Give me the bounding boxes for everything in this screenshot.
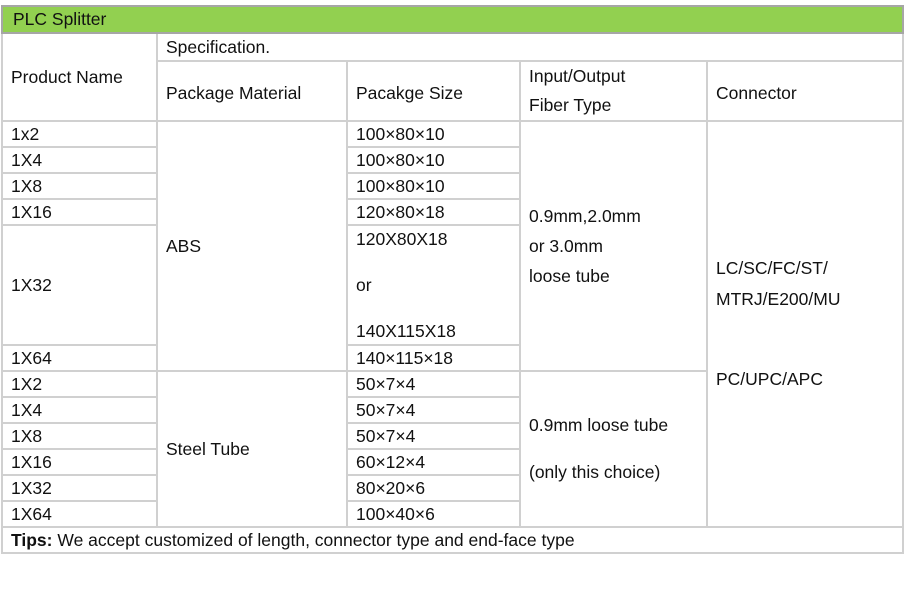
product-name: 1x2	[1, 120, 158, 148]
size-or: or	[356, 275, 372, 295]
header-connector: Connector	[705, 60, 904, 122]
package-size: 50×7×4	[346, 370, 521, 398]
connector-cell: LC/SC/FC/ST/ MTRJ/E200/MU PC/UPC/APC	[705, 120, 904, 528]
connector-line: MTRJ/E200/MU	[716, 289, 841, 309]
table-row: 1x2 ABS 100×80×10 0.9mm,2.0mm or 3.0mm l…	[1, 120, 904, 528]
package-size: 50×7×4	[346, 396, 521, 424]
package-size: 100×80×10	[346, 120, 521, 148]
fiber-line: or 3.0mm	[529, 236, 603, 256]
size-option: 120X80X18	[356, 229, 448, 249]
package-size: 100×80×10	[346, 146, 521, 174]
table-row: 1X2 Steel Tube 50×7×4 0.9mm loose tube (…	[1, 370, 903, 528]
fiber-type-line2: Fiber Type	[529, 95, 612, 115]
table-row: 1X16 60×12×4	[1, 448, 903, 476]
product-name: 1X4	[1, 146, 158, 174]
table-row: 1X32 120X80X18 or 140X115X18	[1, 224, 903, 346]
header-product-name: Product Name	[1, 32, 158, 122]
product-name: 1X8	[1, 172, 158, 200]
fiber-line: (only this choice)	[529, 462, 661, 482]
product-name: 1X16	[1, 198, 158, 226]
tips-label: Tips:	[11, 530, 53, 550]
package-size: 80×20×6	[346, 474, 521, 502]
package-material-abs: ABS	[156, 120, 348, 372]
table-row: 1X4 100×80×10	[1, 146, 903, 174]
fiber-line: 0.9mm,2.0mm	[529, 206, 641, 226]
fiber-type-steel: 0.9mm loose tube (only this choice)	[519, 370, 708, 528]
product-name: 1X8	[1, 422, 158, 450]
package-size: 60×12×4	[346, 448, 521, 476]
header-fiber-type: Input/Output Fiber Type	[519, 60, 708, 122]
tips-text: We accept customized of length, connecto…	[52, 530, 575, 550]
package-size: 50×7×4	[346, 422, 521, 450]
connector-finish: PC/UPC/APC	[716, 369, 823, 389]
size-option: 140X115X18	[356, 321, 456, 341]
header-package-material: Package Material	[156, 60, 348, 122]
product-name: 1X4	[1, 396, 158, 424]
fiber-type-abs: 0.9mm,2.0mm or 3.0mm loose tube	[519, 120, 708, 372]
product-name: 1X32	[1, 474, 158, 502]
table-row: 1X32 80×20×6	[1, 474, 903, 502]
package-size-options: 120X80X18 or 140X115X18	[346, 224, 521, 346]
product-name: 1X64	[1, 500, 158, 528]
product-name: 1X16	[1, 448, 158, 476]
fiber-type-line1: Input/Output	[529, 66, 626, 86]
package-size: 100×80×10	[346, 172, 521, 200]
header-package-size: Pacakge Size	[346, 60, 521, 122]
fiber-line: 0.9mm loose tube	[529, 415, 669, 435]
table-row: 1X8 100×80×10	[1, 172, 903, 200]
connector-line: LC/SC/FC/ST/	[716, 258, 828, 278]
table-row: 1X16 120×80×18	[1, 198, 903, 226]
header-specification: Specification.	[155, 32, 904, 62]
product-name: 1X2	[1, 370, 158, 398]
package-size: 120×80×18	[346, 198, 521, 226]
table-row: 1X4 50×7×4	[1, 396, 903, 424]
plc-splitter-table: PLC Splitter Product Name Specification.…	[0, 5, 904, 554]
package-size: 140×115×18	[346, 344, 521, 372]
table-title: PLC Splitter	[0, 5, 904, 34]
fiber-line: loose tube	[529, 266, 610, 286]
tips-row: Tips: We accept customized of length, co…	[0, 526, 904, 554]
package-size: 100×40×6	[346, 500, 521, 528]
table-row: 1X64 100×40×6	[1, 500, 903, 528]
product-name: 1X64	[1, 344, 158, 372]
table-row: 1X8 50×7×4	[1, 422, 903, 450]
product-name: 1X32	[1, 224, 158, 346]
package-material-steel: Steel Tube	[156, 370, 348, 528]
table-row: 1X64 140×115×18	[1, 344, 903, 372]
